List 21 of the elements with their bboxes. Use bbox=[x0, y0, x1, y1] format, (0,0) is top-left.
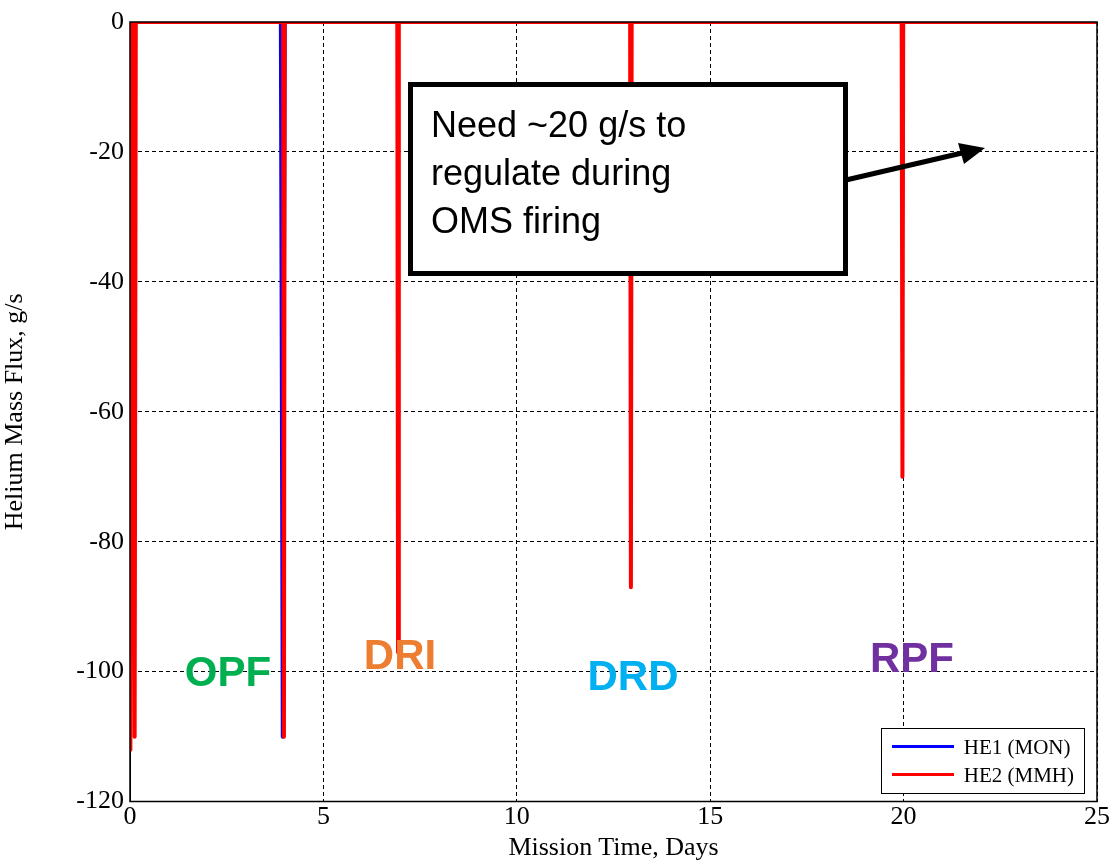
y-tick-label: -120 bbox=[76, 785, 124, 815]
y-tick-label: -20 bbox=[89, 135, 124, 165]
annotation: OPF bbox=[184, 648, 272, 696]
callout-box: Need ~20 g/s to regulate during OMS firing bbox=[408, 82, 848, 276]
annotation: RPF bbox=[870, 634, 954, 682]
annotation: DRD bbox=[587, 652, 679, 700]
x-tick-label: 20 bbox=[890, 801, 917, 831]
y-tick-label: -80 bbox=[89, 525, 124, 555]
y-tick-label: -40 bbox=[89, 265, 124, 295]
y-tick-label: -60 bbox=[89, 395, 124, 425]
x-tick-label: 5 bbox=[316, 801, 330, 831]
annotation: DRI bbox=[363, 631, 437, 679]
legend-label: HE2 (MMH) bbox=[963, 761, 1074, 789]
y-tick-label: -100 bbox=[76, 655, 124, 685]
legend-label: HE1 (MON) bbox=[963, 733, 1071, 761]
x-axis-title: Mission Time, Days bbox=[508, 832, 719, 862]
y-axis-title: Helium Mass Flux, g/s bbox=[0, 293, 29, 531]
x-tick-label: 15 bbox=[697, 801, 724, 831]
x-tick-label: 25 bbox=[1084, 801, 1110, 831]
x-tick-label: 10 bbox=[503, 801, 530, 831]
y-tick-label: 0 bbox=[111, 5, 124, 35]
